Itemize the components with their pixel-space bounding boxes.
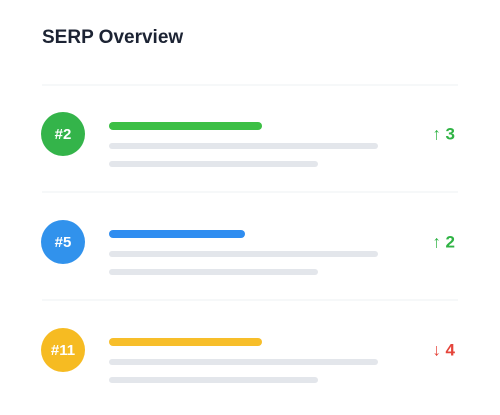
rank-label: #11 — [51, 342, 75, 359]
rank-change: ↑ 2 — [432, 232, 455, 251]
rank-change: ↑ 3 — [432, 124, 455, 143]
title-placeholder — [109, 122, 262, 130]
text-placeholder — [109, 377, 318, 383]
text-placeholder — [109, 359, 378, 365]
result-row: #5 ↑ 2 — [41, 220, 455, 275]
rank-label: #5 — [55, 234, 72, 251]
result-row: #2 ↑ 3 — [41, 112, 455, 167]
rank-change: ↓ 4 — [432, 340, 455, 359]
text-placeholder — [109, 161, 318, 167]
rank-badge — [41, 112, 85, 156]
rank-label: #2 — [55, 126, 72, 143]
card-title: SERP Overview — [42, 27, 183, 48]
text-placeholder — [109, 143, 378, 149]
text-placeholder — [109, 251, 378, 257]
title-placeholder — [109, 230, 245, 238]
rank-badge — [41, 220, 85, 264]
result-row: #11 ↓ 4 — [41, 328, 456, 383]
title-placeholder — [109, 338, 262, 346]
text-placeholder — [109, 269, 318, 275]
rank-badge — [41, 328, 85, 372]
